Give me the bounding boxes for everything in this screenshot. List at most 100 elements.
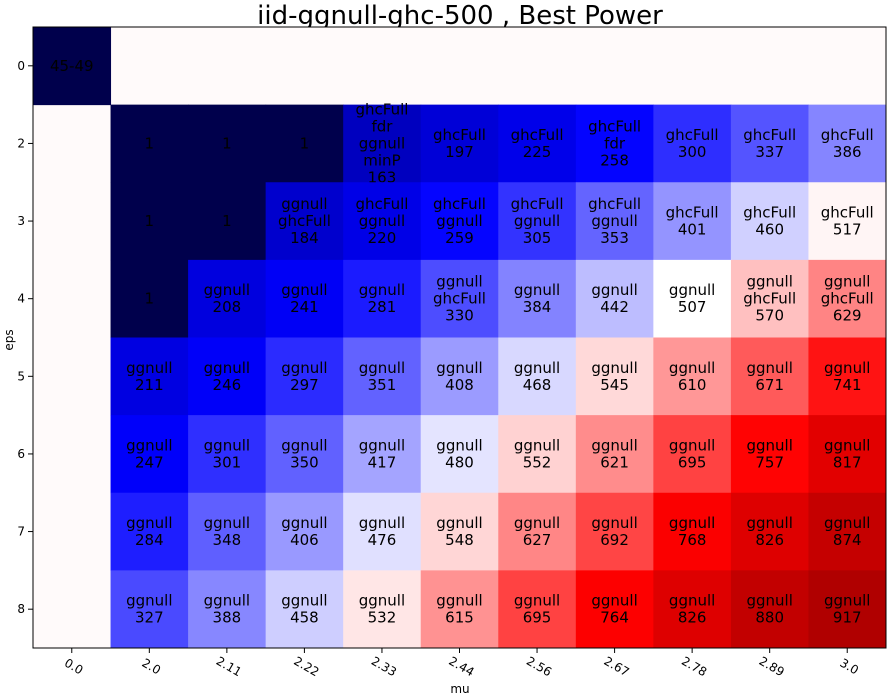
heatmap-cell	[730, 570, 809, 649]
cell-label: ggnull ghcFull 184	[278, 195, 331, 247]
heatmap-cell	[188, 337, 267, 416]
cell-label: ghcFull fdr 258	[588, 117, 641, 169]
x-tick-label: 2.22	[291, 654, 321, 679]
heatmap-cell	[188, 492, 267, 571]
cell-label: ggnull ghcFull 570	[743, 273, 796, 325]
cell-label: ggnull 552	[514, 436, 560, 471]
heatmap-cell	[188, 182, 267, 261]
cell-label: ghcFull 517	[821, 204, 874, 239]
cell-label: ggnull 246	[204, 359, 250, 394]
cell-label: ggnull 351	[359, 359, 405, 394]
heatmap-cell	[498, 570, 577, 649]
cell-label: ggnull 671	[746, 359, 792, 394]
cell-label: ggnull 241	[281, 281, 327, 316]
heatmap-cell	[420, 182, 499, 261]
heatmap-cell	[110, 259, 189, 338]
heatmap-cell	[420, 570, 499, 649]
cell-label: ggnull 284	[126, 514, 172, 549]
cell-label: ggnull 211	[126, 359, 172, 394]
heatmap-cell	[808, 182, 887, 261]
heatmap-cell	[808, 415, 887, 494]
y-tick-label: 4	[17, 292, 25, 306]
heatmap-cell	[420, 104, 499, 183]
heatmap-cell	[575, 259, 654, 338]
cell-label: ghcFull 225	[511, 126, 564, 161]
heatmap-cell	[653, 259, 732, 338]
heatmap-cell	[265, 259, 344, 338]
heatmap-cell	[110, 415, 189, 494]
cell-label: 1	[300, 134, 310, 152]
x-tick-label: 2.33	[369, 654, 399, 679]
heatmap-cell	[343, 104, 422, 183]
heatmap-cell	[343, 570, 422, 649]
cell-label: ggnull 768	[669, 514, 715, 549]
heatmap-cell	[730, 415, 809, 494]
cell-label: ghcFull 337	[743, 126, 796, 161]
heatmap-cell	[808, 259, 887, 338]
heatmap-cell	[265, 492, 344, 571]
cell-label: ghcFull ggnull 353	[588, 195, 641, 247]
cell-label: ggnull 408	[436, 359, 482, 394]
x-tick-label: 2.56	[524, 654, 554, 679]
heatmap-cell	[420, 415, 499, 494]
cell-label: ggnull 621	[591, 436, 637, 471]
heatmap-cell	[498, 182, 577, 261]
cell-label: ghcFull 300	[666, 126, 719, 161]
x-tick-label: 2.89	[757, 654, 787, 679]
heatmap-cell	[575, 104, 654, 183]
x-tick-label: 0.0	[62, 656, 86, 678]
heatmap-cell	[265, 337, 344, 416]
heatmap-cell	[33, 27, 112, 106]
heatmap-cell	[420, 337, 499, 416]
cell-label: ggnull 480	[436, 436, 482, 471]
y-tick-label: 6	[17, 447, 25, 461]
cell-label: ghcFull 401	[666, 204, 719, 239]
cell-label: ggnull 442	[591, 281, 637, 316]
heatmap-cell	[110, 492, 189, 571]
cell-label: ggnull 764	[591, 592, 637, 627]
heatmap-cell	[188, 259, 267, 338]
heatmap-cell	[808, 492, 887, 571]
cell-label: ggnull 874	[824, 514, 870, 549]
cell-label: ggnull 208	[204, 281, 250, 316]
cell-label: ggnull 327	[126, 592, 172, 627]
cell-label: ggnull 917	[824, 592, 870, 627]
heatmap-cell	[343, 415, 422, 494]
cell-label: ggnull 247	[126, 436, 172, 471]
cell-label: ggnull 417	[359, 436, 405, 471]
cell-label: ghcFull fdr ggnull minP 163	[355, 100, 408, 186]
heatmap-cell	[110, 182, 189, 261]
cell-label: ghcFull ggnull 259	[433, 195, 486, 247]
cell-label: ggnull 826	[746, 514, 792, 549]
heatmap-cell	[730, 182, 809, 261]
y-tick-label: 0	[17, 59, 25, 73]
heatmap-cell	[265, 415, 344, 494]
cell-label: ghcFull 386	[821, 126, 874, 161]
cell-label: ggnull 610	[669, 359, 715, 394]
y-tick-label: 8	[17, 602, 25, 616]
heatmap-cell	[653, 570, 732, 649]
cell-label: ghcFull 460	[743, 204, 796, 239]
cell-label: ghcFull ggnull 220	[355, 195, 408, 247]
cell-label: 1	[145, 134, 155, 152]
heatmap-cell	[730, 492, 809, 571]
heatmap-cell	[343, 492, 422, 571]
cell-label: ggnull 297	[281, 359, 327, 394]
heatmap-cell	[575, 570, 654, 649]
x-tick-label: 2.67	[602, 654, 632, 679]
heatmap-cell	[188, 104, 267, 183]
cell-label: 1	[222, 134, 232, 152]
heatmap-cell	[110, 337, 189, 416]
cell-label: ggnull 615	[436, 592, 482, 627]
cell-label: ggnull 817	[824, 436, 870, 471]
heatmap-cell	[343, 182, 422, 261]
heatmap-cell	[110, 104, 189, 183]
heatmap-cell	[188, 570, 267, 649]
cell-label: ggnull 468	[514, 359, 560, 394]
y-tick-label: 5	[17, 369, 25, 383]
cell-label: ghcFull 197	[433, 126, 486, 161]
cell-label: ggnull 350	[281, 436, 327, 471]
heatmap-cell	[653, 492, 732, 571]
heatmap-cell	[730, 104, 809, 183]
